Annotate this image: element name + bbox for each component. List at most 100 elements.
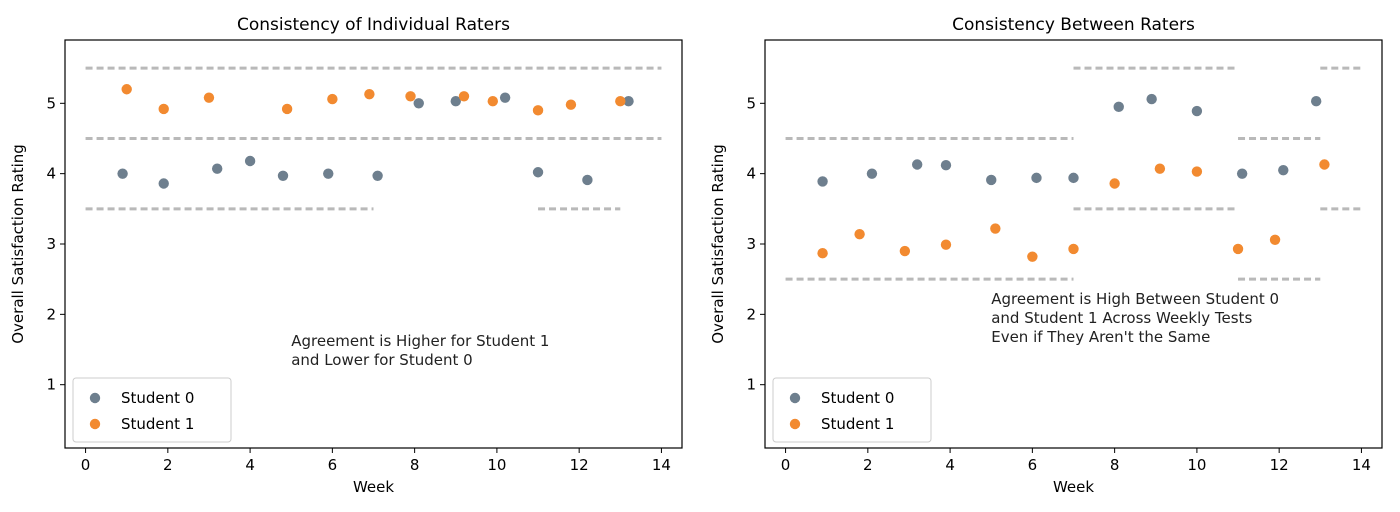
point-student-1 <box>565 99 577 110</box>
y-tick-label: 4 <box>46 165 56 183</box>
point-student-0 <box>532 167 544 178</box>
point-student-1 <box>1068 243 1079 255</box>
legend-box <box>72 377 232 443</box>
point-student-0 <box>413 98 424 109</box>
legend-marker <box>789 418 801 430</box>
point-student-0 <box>1191 105 1203 117</box>
y-tick-label: 1 <box>46 376 56 394</box>
point-student-1 <box>615 96 626 107</box>
legend-label: Student 1 <box>121 415 194 433</box>
point-student-1 <box>281 103 293 115</box>
y-tick-label: 2 <box>746 305 756 323</box>
point-student-0 <box>277 170 289 181</box>
point-student-0 <box>866 168 878 179</box>
y-axis-label: Overall Satisfaction Rating <box>9 144 27 344</box>
annotation-line: Agreement is High Between Student 0 <box>991 290 1279 308</box>
x-tick-label: 10 <box>1187 456 1206 474</box>
x-tick-label: 12 <box>1270 456 1289 474</box>
legend-marker <box>89 392 101 404</box>
legend-marker <box>789 392 801 404</box>
point-student-1 <box>405 91 416 102</box>
point-student-0 <box>911 159 923 170</box>
annotation: Agreement is Higher for Student 1 and Low… <box>291 332 549 369</box>
point-student-0 <box>1113 101 1124 113</box>
y-tick-label: 5 <box>746 94 756 112</box>
point-student-0 <box>986 174 997 186</box>
legend-marker <box>89 418 101 430</box>
x-tick-label: 0 <box>81 456 91 474</box>
point-student-1 <box>1191 166 1203 177</box>
point-student-1 <box>203 92 215 103</box>
point-student-1 <box>940 239 952 250</box>
x-tick-label: 12 <box>570 456 589 474</box>
y-axis-label: Overall Satisfaction Rating <box>709 144 727 344</box>
annotation-line: Agreement is Higher for Student 1 <box>291 332 549 350</box>
point-student-1 <box>1154 163 1166 174</box>
x-axis-label: Week <box>1053 478 1094 496</box>
point-student-0 <box>623 96 634 107</box>
chart-title: Consistency Between Raters <box>952 15 1195 35</box>
legend-label: Student 1 <box>821 415 894 433</box>
point-student-1 <box>1269 234 1281 245</box>
x-tick-label: 4 <box>945 456 955 474</box>
y-tick-label: 1 <box>746 376 756 394</box>
point-student-1 <box>817 247 828 259</box>
x-tick-label: 8 <box>410 456 420 474</box>
point-student-1 <box>532 105 544 116</box>
point-student-0 <box>1278 164 1289 176</box>
point-student-0 <box>817 176 828 187</box>
chart-title: Consistency of Individual Raters <box>237 15 510 35</box>
point-student-0 <box>1031 172 1042 184</box>
y-tick-label: 4 <box>746 165 756 183</box>
point-student-1 <box>487 96 498 107</box>
point-student-0 <box>323 168 334 179</box>
point-student-1 <box>854 228 865 240</box>
point-student-0 <box>1068 172 1079 184</box>
point-student-0 <box>582 174 593 186</box>
x-tick-label: 14 <box>1352 456 1371 474</box>
x-tick-label: 0 <box>781 456 791 474</box>
annotation-line: and Student 1 Across Weekly Tests <box>991 309 1252 327</box>
point-student-0 <box>372 170 383 181</box>
y-tick-label: 3 <box>46 235 56 253</box>
legend-box <box>772 377 932 443</box>
x-tick-label: 4 <box>245 456 255 474</box>
point-student-0 <box>117 168 128 179</box>
x-tick-label: 6 <box>1028 456 1038 474</box>
point-student-1 <box>158 103 169 115</box>
point-student-1 <box>364 88 375 100</box>
point-student-0 <box>244 155 256 167</box>
x-axis-label: Week <box>353 478 394 496</box>
point-student-1 <box>458 91 470 102</box>
x-tick-label: 2 <box>163 456 173 474</box>
point-student-1 <box>121 84 132 95</box>
point-student-0 <box>1310 96 1322 107</box>
point-student-0 <box>1146 93 1157 105</box>
y-tick-label: 3 <box>746 235 756 253</box>
point-student-0 <box>499 92 511 103</box>
annotation-line: Even if They Aren't the Same <box>991 328 1210 346</box>
point-student-1 <box>899 245 911 257</box>
legend-label: Student 0 <box>821 389 894 407</box>
legend-label: Student 0 <box>121 389 194 407</box>
x-tick-label: 14 <box>652 456 671 474</box>
annotation: Agreement is High Between Student 0 and S… <box>991 290 1279 346</box>
point-student-0 <box>158 178 169 189</box>
x-tick-label: 8 <box>1110 456 1120 474</box>
point-student-1 <box>327 93 338 105</box>
y-tick-label: 5 <box>46 94 56 112</box>
point-student-0 <box>940 160 952 171</box>
point-student-0 <box>1236 168 1248 179</box>
point-student-1 <box>1109 178 1120 189</box>
x-tick-label: 2 <box>863 456 873 474</box>
x-tick-label: 10 <box>487 456 506 474</box>
point-student-1 <box>1027 251 1038 262</box>
point-student-1 <box>990 223 1001 234</box>
point-student-0 <box>211 163 223 174</box>
point-student-1 <box>1232 243 1244 255</box>
y-tick-label: 2 <box>46 305 56 323</box>
point-student-1 <box>1319 159 1330 170</box>
